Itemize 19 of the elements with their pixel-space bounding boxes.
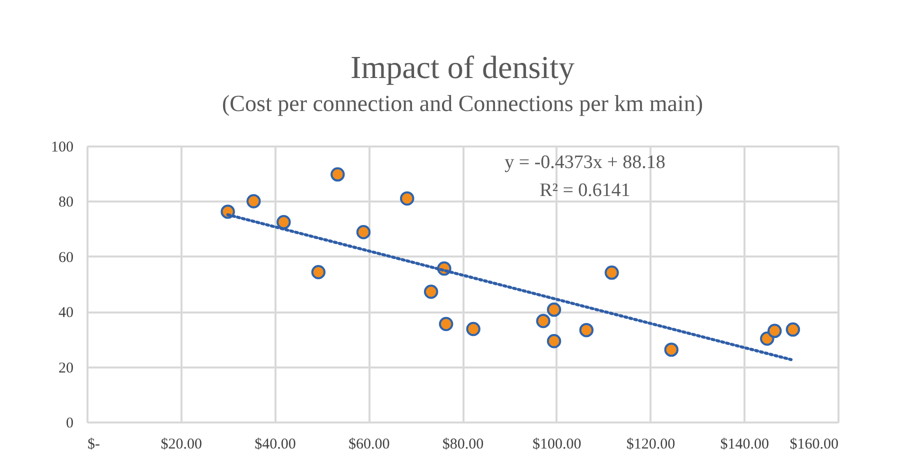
y-tick-label: 40 <box>58 305 74 322</box>
y-tick-label: 60 <box>58 250 74 266</box>
chart-subtitle: (Cost per connection and Connections per km main) <box>222 91 703 116</box>
x-tick-label: $160.00 <box>790 436 838 452</box>
x-tick-label: $20.00 <box>160 436 202 452</box>
y-tick-label: 0 <box>66 416 74 432</box>
x-tick-label: $40.00 <box>254 436 296 452</box>
chart-title: Impact of density <box>350 49 574 85</box>
x-tick-label: $80.00 <box>442 436 484 452</box>
annotation: y = -0.4373x + 88.18 <box>504 152 666 173</box>
y-tick-label: 100 <box>51 140 74 156</box>
annotation: R² = 0.6141 <box>540 180 630 201</box>
y-tick-label: 20 <box>58 360 74 376</box>
x-tick-label: $100.00 <box>532 436 582 452</box>
x-tick-label: $- <box>88 436 100 452</box>
y-tick-label: 80 <box>58 194 74 211</box>
x-tick-label: $140.00 <box>720 436 769 452</box>
x-tick-label: $120.00 <box>626 436 676 452</box>
x-tick-label: $60.00 <box>348 436 390 452</box>
